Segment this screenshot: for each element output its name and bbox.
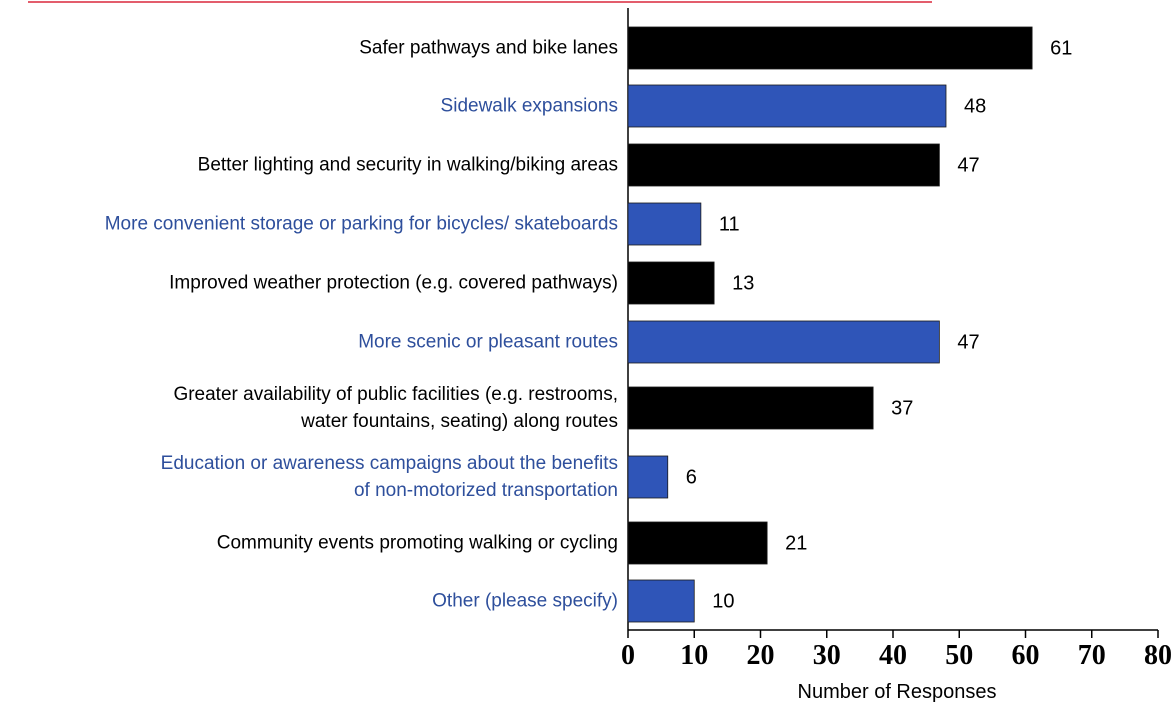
category-label: More convenient storage or parking for b… <box>104 213 618 235</box>
category-label: More scenic or pleasant routes <box>358 331 618 353</box>
category-label: Education or awareness campaigns about t… <box>160 453 618 501</box>
x-tick-label: 20 <box>747 640 775 671</box>
bar <box>627 386 874 430</box>
x-tick-label: 10 <box>680 640 708 671</box>
category-label: Other (please specify) <box>432 590 618 612</box>
x-tick-label: 70 <box>1078 640 1106 671</box>
value-label: 21 <box>785 532 807 554</box>
category-label: Community events promoting walking or cy… <box>216 532 618 554</box>
value-label: 13 <box>732 272 754 294</box>
x-tick-label: 30 <box>813 640 841 671</box>
bar <box>627 521 768 565</box>
x-tick-label: 60 <box>1012 640 1040 671</box>
x-axis-label: Number of Responses <box>798 681 997 703</box>
bar <box>627 261 715 305</box>
category-label: Greater availability of public facilitie… <box>173 384 618 432</box>
category-label: Safer pathways and bike lanes <box>359 37 618 59</box>
bar <box>627 455 669 499</box>
bar <box>627 579 695 623</box>
bar <box>627 202 702 246</box>
value-label: 11 <box>719 213 740 235</box>
value-label: 61 <box>1050 37 1072 59</box>
value-label: 47 <box>957 331 979 353</box>
category-label: Sidewalk expansions <box>440 95 618 117</box>
value-label: 10 <box>712 590 734 612</box>
x-tick-label: 0 <box>621 640 635 671</box>
x-tick-label: 80 <box>1144 640 1172 671</box>
value-label: 37 <box>891 397 913 419</box>
value-label: 6 <box>686 466 697 488</box>
value-label: 47 <box>957 154 979 176</box>
x-tick-label: 40 <box>879 640 907 671</box>
value-label: 48 <box>964 95 986 117</box>
bar <box>627 320 940 364</box>
bar <box>627 26 1033 70</box>
x-tick-label: 50 <box>945 640 973 671</box>
category-label: Better lighting and security in walking/… <box>197 154 618 176</box>
bar <box>627 143 940 187</box>
category-label: Improved weather protection (e.g. covere… <box>169 272 618 294</box>
bar <box>627 84 947 128</box>
